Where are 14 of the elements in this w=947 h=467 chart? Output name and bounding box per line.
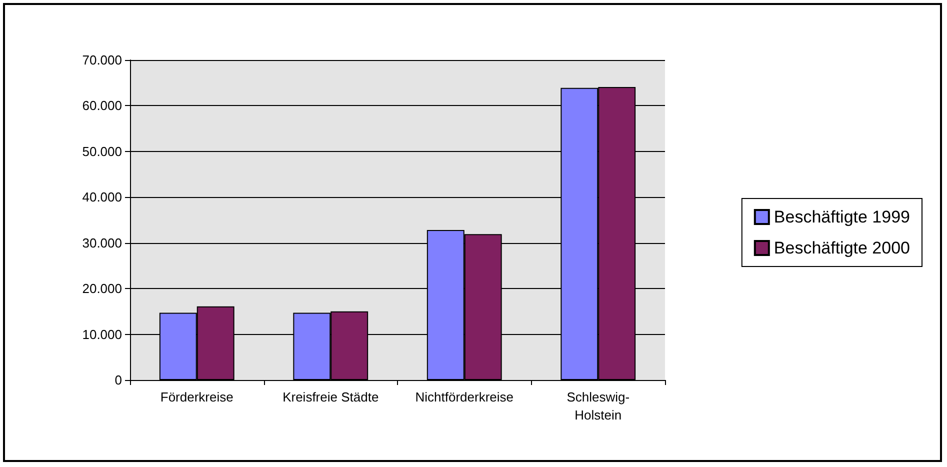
y-tick-label: 40.000 <box>82 190 122 205</box>
legend-label: Beschäftigte 1999 <box>774 208 910 226</box>
x-tick-label: Förderkreise <box>160 390 234 404</box>
x-tick-label: Nichtförderkreise <box>415 390 514 404</box>
y-tick-label: 20.000 <box>82 281 122 296</box>
y-tick-label: 0 <box>114 372 122 388</box>
y-tick-label: 50.000 <box>82 144 122 159</box>
y-tick-label: 30.000 <box>82 235 122 250</box>
y-tick-label: 60.000 <box>82 98 122 114</box>
legend-label: Beschäftigte 2000 <box>774 238 910 258</box>
x-tick-label: Schleswig-Holstein <box>566 390 630 422</box>
x-tick-label: Kreisfreie Städte <box>282 390 379 404</box>
y-tick-label: 10.000 <box>82 326 122 342</box>
y-tick-label: 70.000 <box>82 52 122 68</box>
